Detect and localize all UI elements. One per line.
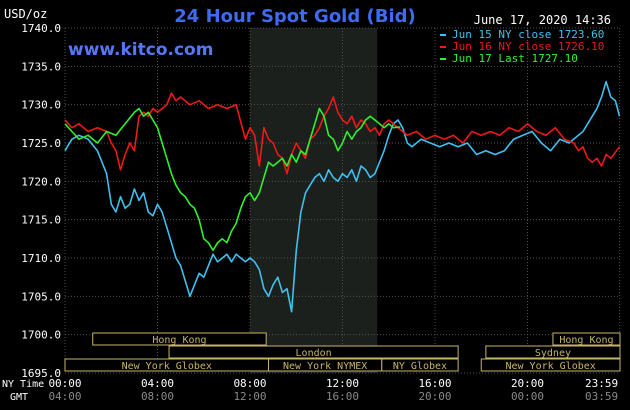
x-row-label-gmt: GMT	[10, 392, 28, 403]
session-label: Sydney	[535, 348, 571, 359]
x-row-label-ny: NY Time	[2, 379, 44, 390]
session-bar: Hong Kong	[552, 332, 621, 346]
y-tick-label: 1740.0	[21, 22, 61, 35]
session-bar: New York Globex	[64, 358, 269, 372]
nymex-shaded-region	[250, 28, 378, 373]
website-label[interactable]: www.kitco.com	[68, 40, 213, 60]
y-tick-label: 1705.0	[21, 290, 61, 303]
x-tick-label-ny: 08:00	[233, 377, 266, 390]
y-tick-label: 1715.0	[21, 214, 61, 227]
x-tick-label-ny: 23:59	[585, 377, 618, 390]
session-label: NY Globex	[393, 361, 447, 372]
session-box	[552, 332, 621, 346]
x-tick-label-gmt: 12:00	[233, 390, 266, 403]
x-tick-label-ny: 12:00	[326, 377, 359, 390]
x-tick-label-gmt: 03:59	[585, 390, 618, 403]
session-box	[168, 345, 459, 359]
x-tick-label-ny: 04:00	[141, 377, 174, 390]
timestamp: June 17, 2020 14:36	[474, 13, 611, 27]
y-tick-label: 1730.0	[21, 99, 61, 112]
series-line-1	[64, 80, 621, 313]
session-label: London	[296, 348, 332, 359]
y-tick-label: 1710.0	[21, 252, 61, 265]
session-label: Hong Kong	[152, 335, 206, 346]
x-tick-label-ny: 20:00	[511, 377, 544, 390]
series-line-3	[64, 107, 401, 252]
session-bar: New York Globex	[480, 358, 621, 372]
session-label: New York Globex	[122, 361, 212, 372]
x-tick-label-gmt: 04:00	[48, 390, 81, 403]
session-box	[381, 358, 459, 372]
x-tick-label-gmt: 08:00	[141, 390, 174, 403]
y-tick-label: 1725.0	[21, 137, 61, 150]
x-tick-label-gmt: 20:00	[418, 390, 451, 403]
session-bar: London	[168, 345, 459, 359]
session-bar: New York NYMEX	[268, 358, 383, 372]
session-box	[485, 345, 621, 359]
session-box	[480, 358, 621, 372]
x-tick-label-gmt: 16:00	[326, 390, 359, 403]
legend-label: Jun 15 NY close 1723.60	[452, 28, 604, 41]
session-label: Hong Kong	[559, 335, 613, 346]
x-tick-label-ny: 00:00	[48, 377, 81, 390]
y-tick-label: 1695.0	[21, 367, 61, 380]
session-box	[92, 332, 267, 346]
x-tick-label-gmt: 00:00	[511, 390, 544, 403]
units-label: USD/oz	[4, 7, 47, 21]
session-bar: Sydney	[485, 345, 621, 359]
session-bar: Hong Kong	[92, 332, 267, 346]
session-bar: NY Globex	[381, 358, 459, 372]
x-tick-label-ny: 16:00	[418, 377, 451, 390]
chart-title: 24 Hour Spot Gold (Bid)	[174, 6, 415, 27]
legend-label: Jun 17 Last 1727.10	[452, 52, 578, 65]
session-label: New York NYMEX	[283, 361, 367, 372]
series-line-2	[64, 92, 621, 175]
y-tick-label: 1700.0	[21, 329, 61, 342]
legend-label: Jun 16 NY close 1726.10	[452, 40, 604, 53]
y-tick-label: 1735.0	[21, 60, 61, 73]
session-label: New York Globex	[505, 361, 595, 372]
y-tick-label: 1720.0	[21, 175, 61, 188]
